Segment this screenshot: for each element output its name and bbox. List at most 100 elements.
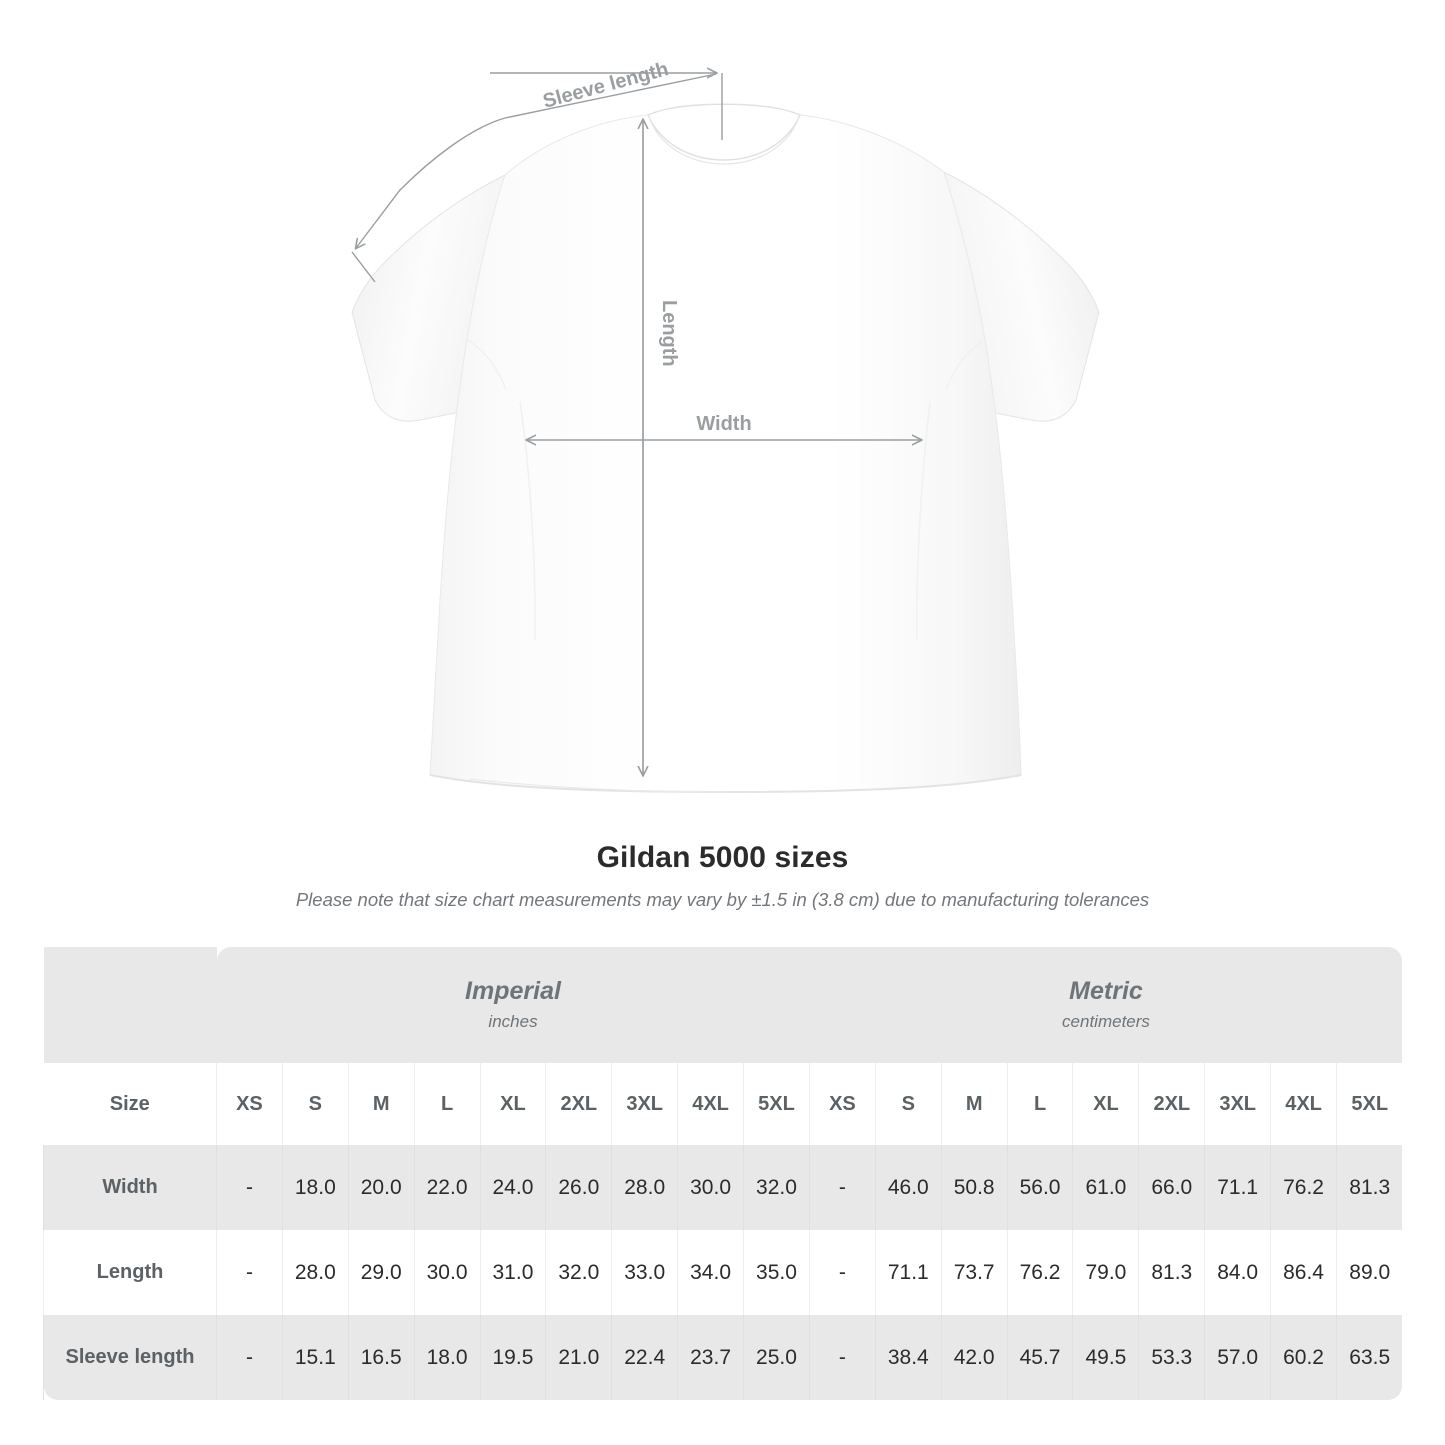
size-header-imperial-xl: XL (479, 1063, 546, 1145)
cell-sleeve-length-imperial-2xl: 21.0 (545, 1315, 612, 1400)
cell-sleeve-length-imperial-3xl: 22.4 (611, 1315, 678, 1400)
size-header-imperial-5xl: 5XL (743, 1063, 810, 1145)
cell-width-imperial-3xl: 28.0 (611, 1145, 678, 1230)
unit-sub-imperial: inches (488, 1012, 538, 1031)
cell-sleeve-length-imperial-xs: - (216, 1315, 283, 1400)
size-header-metric-3xl: 3XL (1204, 1063, 1271, 1145)
cell-length-metric-5xl: 89.0 (1335, 1230, 1403, 1315)
cell-sleeve-length-metric-s: 38.4 (874, 1315, 942, 1400)
size-header-row: Size XS S M L XL 2XL 3XL 4XL 5XL XS S M L XL 2XL 3XL 4XL 5… (43, 1063, 1403, 1145)
cell-width-metric-4xl: 76.2 (1270, 1145, 1337, 1230)
size-header-imperial-4xl: 4XL (677, 1063, 744, 1145)
cell-length-metric-3xl: 84.0 (1204, 1230, 1271, 1315)
unit-spacer-cell (43, 947, 217, 1063)
row-label-width: Width (43, 1145, 217, 1230)
cell-length-metric-xs: - (808, 1230, 876, 1315)
tshirt-diagram: Sleeve length Length Width (351, 58, 1100, 794)
cell-width-imperial-xl: 24.0 (479, 1145, 546, 1230)
cell-sleeve-length-imperial-5xl: 25.0 (743, 1315, 810, 1400)
size-header-metric-2xl: 2XL (1138, 1063, 1205, 1145)
size-header-imperial-3xl: 3XL (611, 1063, 678, 1145)
table-row-length: Length -28.0 29.0 30.0 31.0 32.0 33.0 34.0 35.0-… (43, 1230, 1403, 1315)
cell-sleeve-length-imperial-4xl: 23.7 (677, 1315, 744, 1400)
cell-length-metric-m: 73.7 (940, 1230, 1008, 1315)
size-header-imperial-xs: XS (216, 1063, 283, 1145)
tolerance-note: Please note that size chart measurements… (295, 889, 1150, 910)
cell-width-metric-xl: 61.0 (1072, 1145, 1139, 1230)
unit-name-imperial: Imperial (465, 977, 561, 1005)
row-label-length: Length (43, 1230, 217, 1315)
cell-length-imperial-l: 30.0 (413, 1230, 480, 1315)
cell-sleeve-length-metric-m: 42.0 (940, 1315, 1008, 1400)
sleeve-length-label: Sleeve length (541, 58, 671, 113)
cell-sleeve-length-metric-xl: 49.5 (1072, 1315, 1139, 1400)
cell-sleeve-length-metric-4xl: 60.2 (1270, 1315, 1337, 1400)
cell-width-imperial-5xl: 32.0 (743, 1145, 810, 1230)
cell-length-imperial-4xl: 34.0 (677, 1230, 744, 1315)
size-header-imperial-m: M (347, 1063, 415, 1145)
size-header-label: Size (43, 1063, 217, 1145)
table-row-width: Width -18.0 20.0 22.0 24.0 26.0 28.0 30.0 32.0-4… (43, 1145, 1403, 1230)
unit-name-metric: Metric (1069, 977, 1143, 1005)
tshirt-silhouette (351, 103, 1100, 794)
row-label-sleeve-length: Sleeve length (43, 1315, 217, 1400)
cell-sleeve-length-imperial-l: 18.0 (413, 1315, 480, 1400)
cell-sleeve-length-metric-2xl: 53.3 (1138, 1315, 1205, 1400)
cell-width-imperial-xs: - (216, 1145, 283, 1230)
cell-length-imperial-xl: 31.0 (479, 1230, 546, 1315)
size-header-metric-xl: XL (1072, 1063, 1139, 1145)
cell-length-imperial-s: 28.0 (281, 1230, 349, 1315)
size-header-imperial-2xl: 2XL (545, 1063, 612, 1145)
cell-sleeve-length-metric-xs: - (808, 1315, 876, 1400)
cell-width-metric-5xl: 81.3 (1335, 1145, 1403, 1230)
cell-length-imperial-5xl: 35.0 (743, 1230, 810, 1315)
size-header-imperial-s: S (281, 1063, 349, 1145)
cell-width-metric-m: 50.8 (940, 1145, 1008, 1230)
size-header-metric-m: M (940, 1063, 1008, 1145)
cell-length-metric-4xl: 86.4 (1270, 1230, 1337, 1315)
size-chart-table-wrapper: Imperial inches Metric centimeters Size X… (43, 947, 1403, 1400)
cell-length-metric-2xl: 81.3 (1138, 1230, 1205, 1315)
cell-sleeve-length-metric-5xl: 63.5 (1335, 1315, 1403, 1400)
size-chart-table: Imperial inches Metric centimeters Size X… (43, 947, 1403, 1400)
length-label: Length (658, 300, 680, 367)
cell-width-imperial-2xl: 26.0 (545, 1145, 612, 1230)
unit-header-imperial: Imperial inches (216, 947, 810, 1063)
size-header-metric-s: S (874, 1063, 942, 1145)
cell-sleeve-length-imperial-xl: 19.5 (479, 1315, 546, 1400)
size-header-imperial-l: L (413, 1063, 480, 1145)
cell-length-metric-s: 71.1 (874, 1230, 942, 1315)
size-header-metric-l: L (1006, 1063, 1073, 1145)
cell-length-imperial-xs: - (216, 1230, 283, 1315)
unit-header-metric: Metric centimeters (809, 947, 1403, 1063)
size-header-metric-4xl: 4XL (1270, 1063, 1337, 1145)
page-title: Gildan 5000 sizes (596, 841, 849, 874)
cell-width-metric-l: 56.0 (1006, 1145, 1073, 1230)
cell-width-metric-s: 46.0 (874, 1145, 942, 1230)
cell-length-metric-xl: 79.0 (1072, 1230, 1139, 1315)
size-header-metric-5xl: 5XL (1335, 1063, 1403, 1145)
cell-width-metric-2xl: 66.0 (1138, 1145, 1205, 1230)
cell-width-imperial-l: 22.0 (413, 1145, 480, 1230)
cell-sleeve-length-imperial-s: 15.1 (281, 1315, 349, 1400)
cell-length-imperial-2xl: 32.0 (545, 1230, 612, 1315)
cell-width-imperial-s: 18.0 (281, 1145, 349, 1230)
cell-width-imperial-4xl: 30.0 (677, 1145, 744, 1230)
cell-length-imperial-3xl: 33.0 (611, 1230, 678, 1315)
size-header-metric-xs: XS (808, 1063, 876, 1145)
length-annotation: Length (643, 120, 680, 775)
unit-sub-metric: centimeters (1062, 1012, 1150, 1031)
table-row-sleeve-length: Sleeve length -15.1 16.5 18.0 19.5 21.0 22.4 23… (43, 1315, 1403, 1400)
width-annotation: Width (527, 413, 921, 440)
chart-heading: Gildan 5000 sizes Please note that size … (0, 838, 1445, 915)
width-label: Width (696, 413, 751, 435)
cell-width-metric-3xl: 71.1 (1204, 1145, 1271, 1230)
cell-sleeve-length-imperial-m: 16.5 (347, 1315, 415, 1400)
cell-width-imperial-m: 20.0 (347, 1145, 415, 1230)
cell-length-metric-l: 76.2 (1006, 1230, 1073, 1315)
unit-header-row: Imperial inches Metric centimeters (43, 947, 1403, 1063)
cell-width-metric-xs: - (808, 1145, 876, 1230)
cell-length-imperial-m: 29.0 (347, 1230, 415, 1315)
cell-sleeve-length-metric-3xl: 57.0 (1204, 1315, 1271, 1400)
cell-sleeve-length-metric-l: 45.7 (1006, 1315, 1073, 1400)
